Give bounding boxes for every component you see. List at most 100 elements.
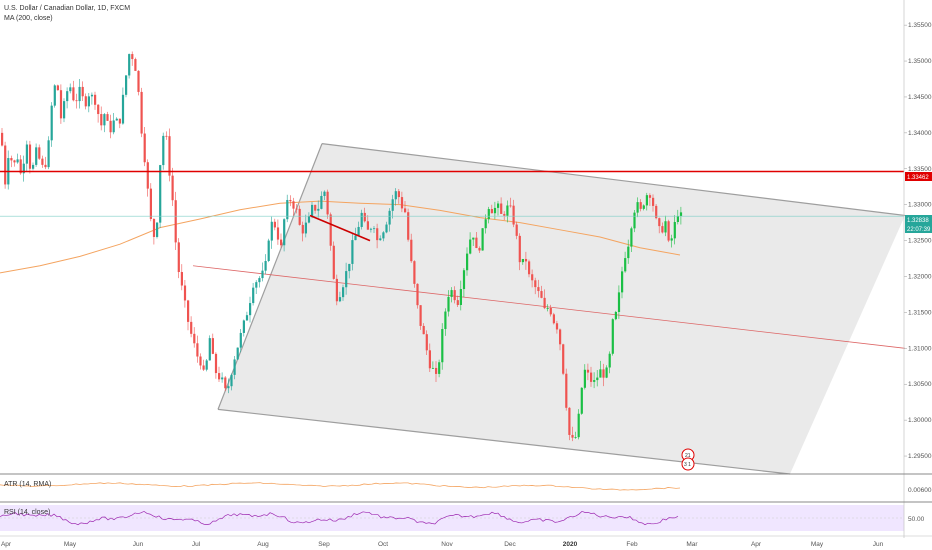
candle [131,51,134,66]
candle [484,214,487,234]
candle-body [428,350,431,369]
candle-body [90,94,94,97]
candle [565,368,568,411]
y-tick-label: 1.30500 [908,381,932,388]
candle [599,360,602,378]
candle [422,323,425,335]
candle [69,83,72,94]
candle [438,359,441,378]
candle [326,189,329,219]
candle [661,222,664,234]
candle-body [515,224,518,236]
candle [75,93,78,109]
candle-body [84,96,87,107]
candle [202,359,205,372]
candle [627,239,630,264]
candle [301,221,304,242]
candle-body [16,159,19,163]
candle [521,258,524,265]
candle-body [506,205,509,216]
candle [183,280,187,308]
candle-body [345,271,348,288]
candle-body [199,356,202,366]
candle [608,351,611,374]
candle [128,53,131,79]
candle-body [183,285,187,301]
candle-body [295,208,298,210]
candle-body [369,228,373,230]
candle-body [546,308,549,309]
candle [152,218,156,245]
candle-body [131,54,134,60]
candle-body [438,362,441,374]
trend-segment [309,214,371,242]
drawing-markers[interactable]: 21 3 1 [681,448,695,471]
candle [472,237,475,246]
candle-body [484,219,487,229]
candle-body [128,54,131,76]
candle [255,280,258,294]
candle [397,189,400,204]
candle-body [673,221,676,239]
candle-body [208,338,211,361]
candle [400,191,404,213]
candle [413,260,416,288]
candle-body [388,210,391,225]
atr-label: ATR (14, RMA) [4,481,51,488]
candle-body [376,228,379,241]
candle-body [348,263,351,272]
candle-body [323,191,326,196]
candle-body [137,70,140,92]
candle-body [97,104,100,115]
rsi-label: RSI (14, close) [4,509,50,516]
candle-body [487,209,490,220]
ma200-line [0,200,681,274]
candle-body [562,344,565,374]
candle-body [599,369,602,378]
candle-body [205,360,208,370]
candle-body [193,333,196,344]
candle [503,211,506,221]
atr-line [0,482,681,491]
candle-body [354,235,357,241]
candle [571,426,574,442]
x-tick-label: Aug [257,541,269,548]
candle [416,283,419,309]
candle-body [276,227,280,240]
candle-body [466,253,469,271]
candle-body [190,321,193,334]
candle [53,84,56,108]
svg-text:1.32838: 1.32838 [907,218,929,224]
candle [546,304,549,312]
candle-body [239,332,242,348]
candle-body [159,165,162,223]
candle [617,285,621,319]
candle [487,206,490,224]
candle [280,233,283,248]
candle-body [565,373,568,408]
candle [118,118,121,129]
candle [577,409,580,440]
candle [562,343,565,376]
candle-body [125,75,128,95]
candle [137,70,140,96]
candle-body [280,239,283,246]
x-tick-label: May [811,541,824,548]
candle [149,183,152,222]
x-tick-label: 2020 [563,541,578,548]
candle [602,363,605,387]
candle-body [44,164,47,168]
candle-body [335,278,338,302]
candle-body [252,287,255,304]
y-tick-label: 1.31000 [908,345,932,352]
candle [72,80,75,102]
candle-body [577,413,580,438]
candle-body [307,216,311,223]
candle [348,263,351,279]
candle [134,57,137,71]
candle [574,431,577,439]
candle-body [422,325,425,335]
candle [44,156,47,170]
candle [193,327,196,348]
